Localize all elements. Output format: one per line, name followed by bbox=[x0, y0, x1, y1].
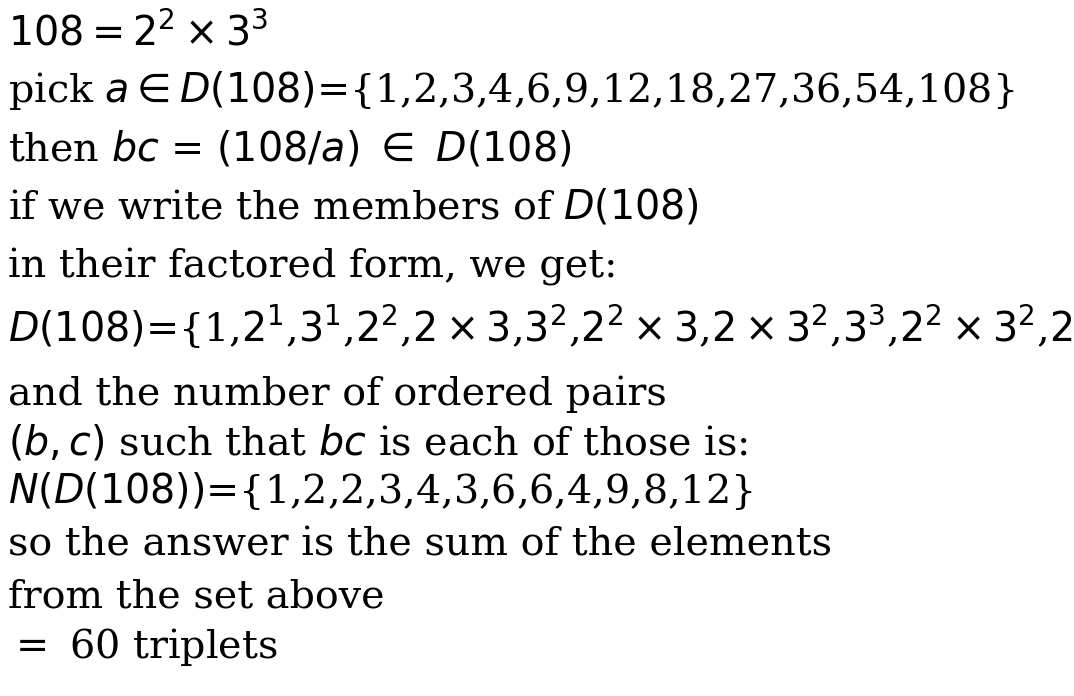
Text: from the set above: from the set above bbox=[8, 579, 384, 616]
Text: then $bc$ = $(108/a)$ $\in$ $D(108)$: then $bc$ = $(108/a)$ $\in$ $D(108)$ bbox=[8, 128, 571, 168]
Text: so the answer is the sum of the elements: so the answer is the sum of the elements bbox=[8, 527, 832, 564]
Text: in their factored form, we get:: in their factored form, we get: bbox=[8, 248, 618, 287]
Text: $N(D(108))$={1,2,2,3,4,3,6,6,4,9,8,12}: $N(D(108))$={1,2,2,3,4,3,6,6,4,9,8,12} bbox=[8, 470, 753, 512]
Text: if we write the members of $D(108)$: if we write the members of $D(108)$ bbox=[8, 187, 699, 227]
Text: $=$ 60 triplets: $=$ 60 triplets bbox=[8, 626, 277, 668]
Text: $(b, c)$ such that $bc$ is each of those is:: $(b, c)$ such that $bc$ is each of those… bbox=[8, 422, 749, 462]
Text: $108 = 2^2 \times 3^3$: $108 = 2^2 \times 3^3$ bbox=[8, 13, 268, 54]
Text: and the number of ordered pairs: and the number of ordered pairs bbox=[8, 376, 667, 413]
Text: $D(108)$={1,$2^1$,$3^1$,$2^2$,$2\times3$,$3^2$,$2^2\times3$,$2\times3^2$,$3^3$,$: $D(108)$={1,$2^1$,$3^1$,$2^2$,$2\times3$… bbox=[8, 303, 1074, 351]
Text: pick $a \in D(108)$={1,2,3,4,6,9,12,18,27,36,54,108}: pick $a \in D(108)$={1,2,3,4,6,9,12,18,2… bbox=[8, 69, 1014, 112]
